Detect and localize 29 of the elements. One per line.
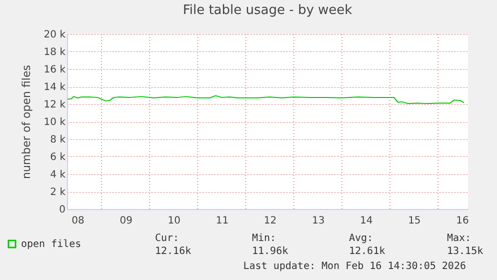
y-tick-label: 8 k: [50, 134, 66, 146]
x-tick-label: 08: [72, 216, 84, 226]
x-tick-label: 09: [120, 216, 132, 226]
x-tick-label: 14: [360, 216, 373, 226]
text: Max: 13.15k: [447, 233, 484, 257]
chart-title: File table usage - by week: [182, 3, 353, 18]
x-tick-label: 16: [456, 216, 469, 226]
y-tick-label: 16 k: [44, 64, 66, 76]
x-tick-label: 11: [216, 216, 229, 226]
text: Cur: 12.16k: [155, 233, 192, 257]
y-tick-label: 20 k: [44, 30, 66, 40]
text: Last update: Mon Feb 16 14:30:05 2026: [243, 261, 466, 272]
line-series: [67, 95, 464, 104]
x-tick-label: 10: [168, 216, 180, 226]
x-tick-label: 13: [312, 216, 325, 226]
text: Avg: 12.61k: [349, 233, 386, 257]
y-tick-label: 2 k: [50, 187, 66, 198]
y-tick-label: 12 k: [44, 100, 66, 110]
y-tick-label: 4 k: [50, 170, 66, 180]
y-axis-title: number of open files: [20, 64, 33, 179]
text: Min: 11.96k: [252, 233, 288, 257]
y-tick-label: 0: [59, 204, 66, 216]
y-tick-label: 6 k: [50, 152, 66, 163]
x-tick-label: 12: [264, 216, 277, 226]
y-tick-label: 10 k: [44, 117, 66, 128]
legend-label: open files: [21, 239, 82, 250]
y-tick-label: 14 k: [44, 82, 66, 93]
y-tick-label: 18 k: [44, 47, 66, 58]
x-tick-label: 15: [408, 216, 421, 226]
